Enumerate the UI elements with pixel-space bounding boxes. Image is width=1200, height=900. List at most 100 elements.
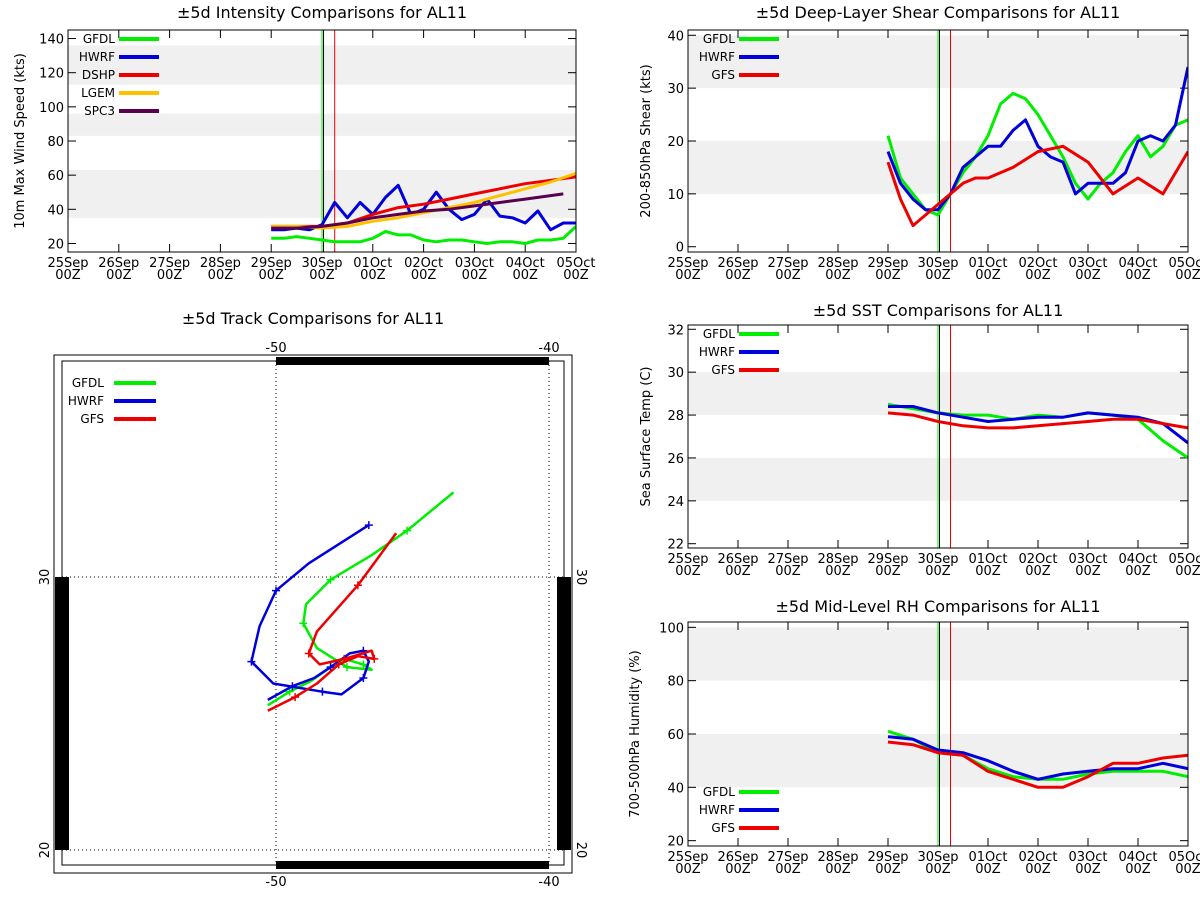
shear-xtick-sublabel: 00Z: [825, 268, 851, 283]
shear-xtick-sublabel: 00Z: [725, 268, 751, 283]
rh-xtick-label: 04Oct: [1118, 850, 1157, 865]
track-legend-hwrf-label: HWRF: [68, 394, 104, 408]
rh-xtick-label: 27Sep: [767, 850, 808, 865]
intensity-ytick-label: 140: [39, 33, 64, 48]
intensity-xtick-label: 27Sep: [149, 256, 190, 271]
intensity-ytick-label: 120: [39, 67, 64, 82]
shear-series-gfs: [886, 144, 1188, 228]
sst-xtick-sublabel: 00Z: [875, 564, 901, 579]
sst-ytick-label: 26: [667, 452, 684, 467]
rh-legend-gfdl-label: GFDL: [703, 785, 735, 799]
rh-xtick-label: 26Sep: [717, 850, 758, 865]
intensity-ytick-label: 100: [39, 101, 64, 116]
sst-xtick-label: 27Sep: [767, 552, 808, 567]
rh-xtick-label: 03Oct: [1068, 850, 1107, 865]
shear-ytick-label: 30: [667, 82, 684, 97]
shear-ytick-label: 10: [667, 188, 684, 203]
shear-xtick-label: 27Sep: [767, 256, 808, 271]
rh-xtick-label: 01Oct: [968, 850, 1007, 865]
sst-xtick-sublabel: 00Z: [925, 564, 951, 579]
rh-ylabel: 700-500hPa Humidity (%): [628, 650, 643, 817]
sst-xtick-label: 25Sep: [667, 552, 708, 567]
rh-xtick-sublabel: 00Z: [825, 862, 851, 877]
rh-xtick-label: 25Sep: [667, 850, 708, 865]
shear-xtick-label: 28Sep: [817, 256, 858, 271]
sst-ytick-label: 24: [667, 495, 684, 510]
track-lon-label-bottom: -50: [265, 875, 286, 890]
intensity-xtick-sublabel: 00Z: [462, 268, 488, 283]
track-point-hwrf: [326, 663, 335, 672]
track-point-hwrf: [364, 521, 373, 530]
intensity-xtick-sublabel: 00Z: [309, 268, 335, 283]
rh-xtick-label: 30Sep: [917, 850, 958, 865]
track-lon-label-top: -50: [265, 341, 286, 356]
sst-xtick-sublabel: 00Z: [1025, 564, 1051, 579]
shear-xtick-label: 26Sep: [717, 256, 758, 271]
rh-xtick-sublabel: 00Z: [1075, 862, 1101, 877]
rh-legend-gfs-label: GFS: [711, 821, 735, 835]
shear-ytick-label: 20: [667, 135, 684, 150]
sst-xtick-sublabel: 00Z: [725, 564, 751, 579]
intensity-xtick-label: 30Sep: [301, 256, 342, 271]
sst-legend-hwrf-label: HWRF: [699, 345, 735, 359]
sst-xtick-sublabel: 00Z: [1125, 564, 1151, 579]
sst-series-group: [887, 402, 1188, 460]
shear-xtick-sublabel: 00Z: [1025, 268, 1051, 283]
shear-xtick-label: 29Sep: [867, 256, 908, 271]
sst-xtick-sublabel: 00Z: [825, 564, 851, 579]
shear-xtick-sublabel: 00Z: [775, 268, 801, 283]
shear-xtick-label: 30Sep: [917, 256, 958, 271]
shear-series-gfdl: [886, 91, 1188, 217]
intensity-xtick-label: 29Sep: [251, 256, 292, 271]
sst-xtick-label: 26Sep: [717, 552, 758, 567]
track-neatline-bottom: [276, 861, 549, 869]
intensity-xtick-label: 02Oct: [404, 256, 443, 271]
track-point-hwrf: [272, 586, 280, 595]
track-series-gfdl: [267, 491, 455, 707]
intensity-xtick-sublabel: 00Z: [563, 268, 589, 283]
track-point-gfdl: [299, 619, 308, 628]
shear-legend-gfdl-label: GFDL: [703, 32, 735, 46]
intensity-xtick-label: 25Sep: [47, 256, 88, 271]
sst-ytick-label: 28: [667, 409, 684, 424]
sst-xtick-label: 04Oct: [1118, 552, 1157, 567]
shear-ytick-label: 40: [667, 29, 684, 44]
track-legend-gfdl-label: GFDL: [72, 376, 104, 390]
intensity-xtick-sublabel: 00Z: [411, 268, 437, 283]
intensity-legend-hwrf-label: HWRF: [79, 50, 115, 64]
sst-xtick-sublabel: 00Z: [975, 564, 1001, 579]
shear-xtick-sublabel: 00Z: [1125, 268, 1151, 283]
intensity-ytick-label: 20: [47, 237, 64, 252]
track-point-hwrf: [359, 674, 368, 683]
rh-xtick-sublabel: 00Z: [725, 862, 751, 877]
sst-series-gfs: [887, 411, 1188, 430]
intensity-ytick-label: 40: [47, 203, 64, 218]
shear-xtick-label: 02Oct: [1018, 256, 1057, 271]
track-point-hwrf: [288, 682, 297, 691]
shear-xtick-label: 05Oct: [1168, 256, 1200, 271]
sst-ytick-label: 22: [667, 538, 684, 553]
intensity-frame: [67, 29, 577, 253]
sst-ylabel: Sea Surface Temp (C): [639, 366, 654, 506]
intensity-xtick-label: 01Oct: [353, 256, 392, 271]
rh-xtick-sublabel: 00Z: [975, 862, 1001, 877]
shear-xtick-sublabel: 00Z: [975, 268, 1001, 283]
rh-series-hwrf: [887, 735, 1188, 781]
shear-legend-hwrf-label: HWRF: [699, 50, 735, 64]
intensity-xtick-label: 28Sep: [200, 256, 241, 271]
track-neatline-right: [557, 577, 571, 850]
sst-xtick-label: 30Sep: [917, 552, 958, 567]
track-title: ±5d Track Comparisons for AL11: [182, 309, 444, 328]
shear-xtick-sublabel: 00Z: [1175, 268, 1200, 283]
sst-ytick-label: 32: [667, 323, 684, 338]
intensity-xtick-sublabel: 00Z: [55, 268, 81, 283]
rh-ytick-label: 100: [659, 621, 684, 636]
intensity-ytick-label: 80: [47, 135, 64, 150]
rh-frame: [687, 621, 1189, 847]
rh-xtick-sublabel: 00Z: [1025, 862, 1051, 877]
sst-xtick-label: 02Oct: [1018, 552, 1057, 567]
sst-xtick-label: 03Oct: [1068, 552, 1107, 567]
intensity-legend-lgem-label: LGEM: [81, 86, 115, 100]
rh-xtick-sublabel: 00Z: [1175, 862, 1200, 877]
sst-legend-gfdl-label: GFDL: [703, 327, 735, 341]
